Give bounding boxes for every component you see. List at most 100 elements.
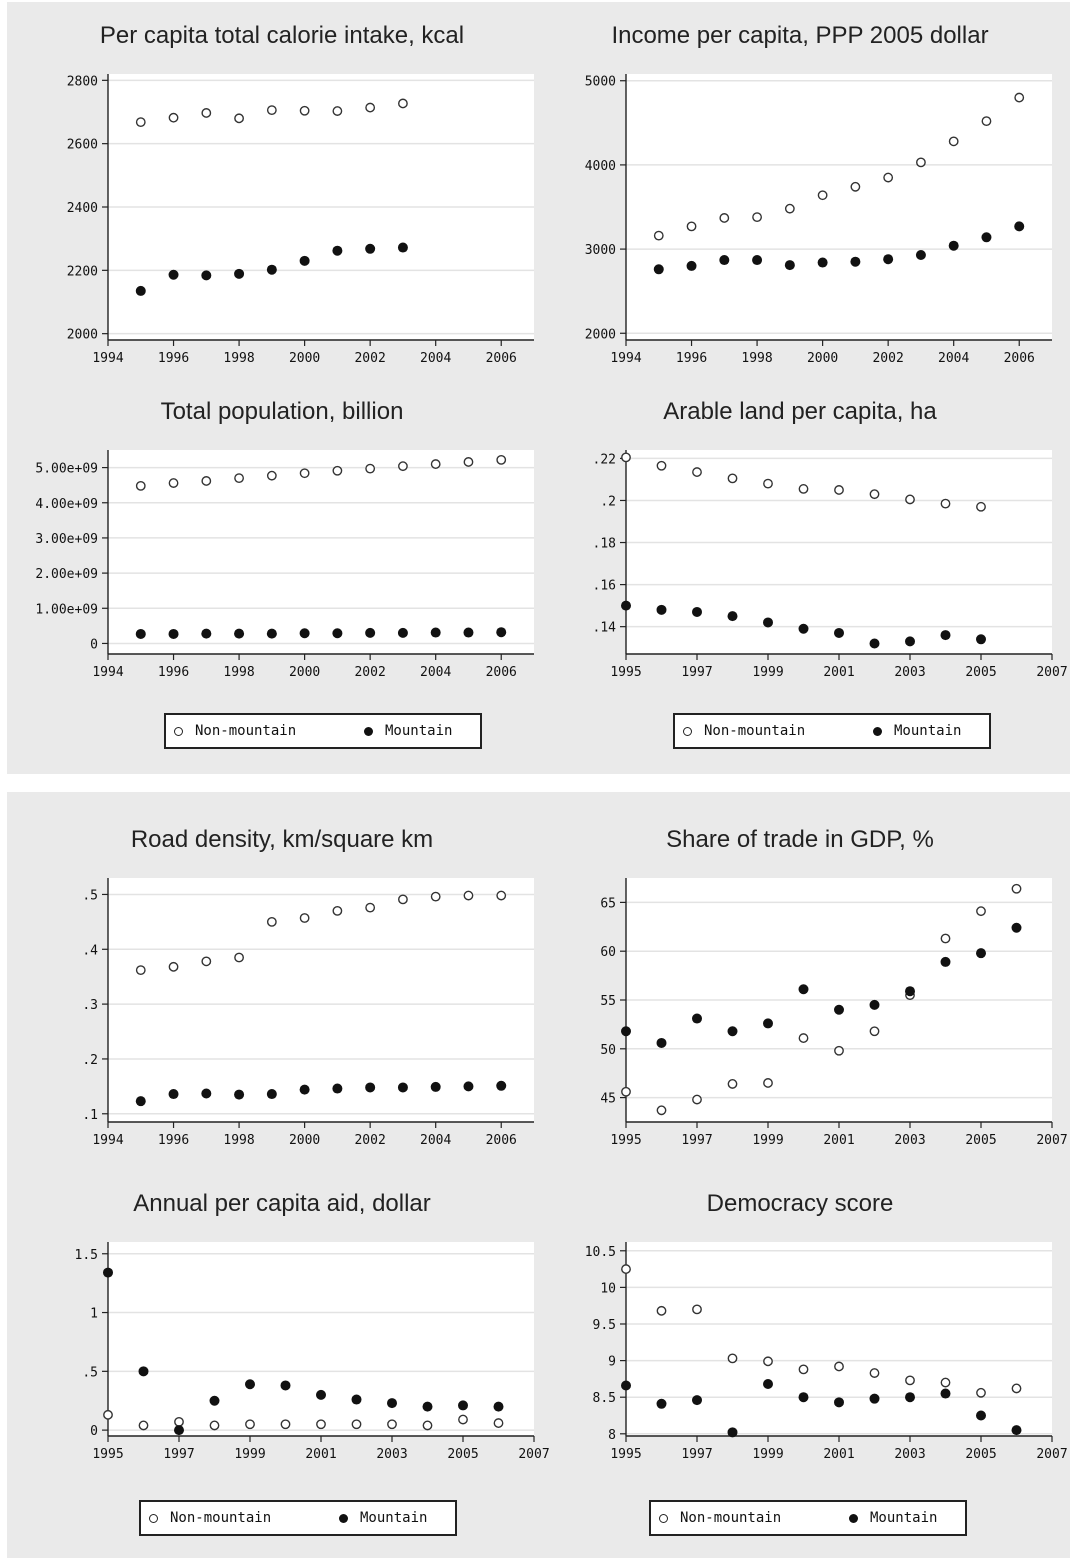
data-point-mountain: [869, 1393, 880, 1404]
x-tick-label: 2003: [894, 1447, 925, 1462]
x-tick-label: 1995: [610, 1447, 641, 1462]
y-tick-label: 1.00e+09: [35, 602, 98, 617]
data-point-non-mountain: [916, 157, 926, 168]
chart-svg: 0 .5 1 1.5 1995 1997 1999 2001 2003 2005 2007: [75, 1242, 550, 1462]
data-point-non-mountain: [266, 105, 277, 116]
data-point-mountain: [496, 627, 507, 638]
y-tick-label: 4000: [585, 159, 616, 174]
data-point-mountain: [798, 984, 809, 995]
x-tick-label: 2001: [823, 665, 854, 680]
data-point-non-mountain: [727, 473, 738, 484]
data-point-mountain: [280, 1380, 291, 1391]
non-mountain-marker-icon: [659, 1513, 668, 1523]
non-mountain-marker-icon: [174, 726, 183, 736]
data-point-mountain: [798, 623, 809, 634]
data-point-mountain: [299, 1084, 310, 1095]
legend-mountain-label: Mountain: [870, 1510, 938, 1526]
y-tick-label: 3000: [585, 243, 616, 258]
data-point-mountain: [168, 628, 179, 639]
data-point-mountain: [266, 1089, 277, 1100]
data-point-non-mountain: [201, 956, 212, 967]
data-point-non-mountain: [656, 1105, 667, 1116]
y-tick-label: 2400: [67, 201, 98, 216]
data-point-mountain: [976, 948, 986, 959]
x-tick-label: 2005: [965, 665, 996, 680]
data-point-non-mountain: [752, 212, 762, 223]
data-point-non-mountain: [387, 1419, 397, 1430]
x-tick-label: 2004: [420, 1133, 451, 1148]
chart-svg: 8 8.5 9 9.5 10 10.5 1995 1997 1999 2001 2003 2005 20…: [585, 1242, 1068, 1462]
y-tick-label: 65: [600, 896, 616, 911]
data-point-mountain: [234, 1089, 245, 1100]
y-tick-label: 0: [90, 1424, 98, 1439]
data-point-non-mountain: [209, 1420, 220, 1431]
x-tick-label: 2003: [894, 665, 925, 680]
chart-title: Road density, km/square km: [130, 826, 434, 853]
x-tick-label: 2006: [486, 351, 517, 366]
x-tick-label: 1997: [163, 1447, 194, 1462]
data-point-non-mountain: [798, 484, 809, 494]
y-tick-label: 55: [600, 994, 616, 1009]
x-tick-label: 2004: [420, 665, 451, 680]
data-point-mountain: [397, 627, 408, 638]
data-point-mountain: [834, 627, 844, 638]
chart-title: Total population, billion: [160, 398, 404, 425]
non-mountain-marker-icon: [149, 1513, 158, 1523]
x-tick-label: 2001: [823, 1447, 854, 1462]
data-point-non-mountain: [976, 906, 986, 917]
data-point-non-mountain: [834, 1361, 844, 1372]
x-tick-label: 1999: [752, 1133, 783, 1148]
data-point-mountain: [940, 956, 951, 967]
chart-arable-land: .14 .16 .18 .2 .22 1995 1997 1999 2001 2003 2005 20…: [540, 394, 1068, 694]
x-tick-label: 1998: [223, 351, 254, 366]
data-point-mountain: [174, 1425, 184, 1436]
y-tick-label: 5.00e+09: [35, 462, 98, 477]
x-tick-label: 2007: [1036, 1133, 1067, 1148]
data-point-mountain: [692, 1395, 702, 1406]
data-point-mountain: [168, 1089, 179, 1100]
legend-mountain-label: Mountain: [385, 723, 453, 739]
data-point-mountain: [135, 628, 146, 639]
data-point-non-mountain: [266, 916, 277, 927]
data-point-non-mountain: [365, 902, 376, 913]
y-tick-label: 9: [608, 1355, 616, 1370]
data-point-non-mountain: [458, 1414, 468, 1425]
data-point-mountain: [316, 1389, 326, 1400]
data-point-non-mountain: [817, 190, 828, 201]
data-point-mountain: [266, 628, 277, 639]
y-tick-label: .18: [593, 537, 616, 552]
y-tick-label: 3.00e+09: [35, 532, 98, 547]
data-point-non-mountain: [948, 136, 959, 147]
x-tick-label: 1996: [158, 665, 189, 680]
y-tick-label: 4.00e+09: [35, 497, 98, 512]
data-point-non-mountain: [1014, 92, 1025, 103]
y-tick-label: .2: [82, 1053, 98, 1068]
y-tick-label: .5: [82, 1365, 98, 1380]
data-point-non-mountain: [299, 468, 310, 479]
data-point-mountain: [103, 1267, 113, 1278]
data-point-non-mountain: [174, 1416, 184, 1427]
x-tick-label: 1997: [681, 665, 712, 680]
chart-title: Arable land per capita, ha: [663, 398, 937, 425]
mountain-marker-icon: [873, 726, 882, 736]
x-tick-label: 1997: [681, 1447, 712, 1462]
data-point-non-mountain: [135, 965, 146, 976]
data-point-non-mountain: [168, 112, 179, 123]
data-point-non-mountain: [496, 454, 507, 465]
y-tick-label: 8.5: [593, 1391, 616, 1406]
data-point-mountain: [621, 600, 631, 611]
legend-top-right: Non-mountain Mountain: [673, 713, 991, 749]
data-point-non-mountain: [763, 1356, 773, 1367]
x-tick-label: 2005: [447, 1447, 478, 1462]
x-tick-label: 1995: [610, 1133, 641, 1148]
data-point-mountain: [653, 264, 664, 275]
x-tick-label: 2003: [376, 1447, 407, 1462]
y-tick-label: 10.5: [585, 1245, 616, 1260]
x-tick-label: 2001: [305, 1447, 336, 1462]
data-point-mountain: [351, 1394, 362, 1405]
data-point-non-mountain: [940, 933, 951, 944]
data-point-non-mountain: [905, 1375, 915, 1386]
chart-title: Annual per capita aid, dollar: [133, 1190, 431, 1217]
chart-road-density: .1 .2 .3 .4 .5 1994 1996 1998 2000 2002 2004 2006 Ro…: [22, 822, 542, 1162]
mountain-marker-icon: [364, 726, 373, 736]
